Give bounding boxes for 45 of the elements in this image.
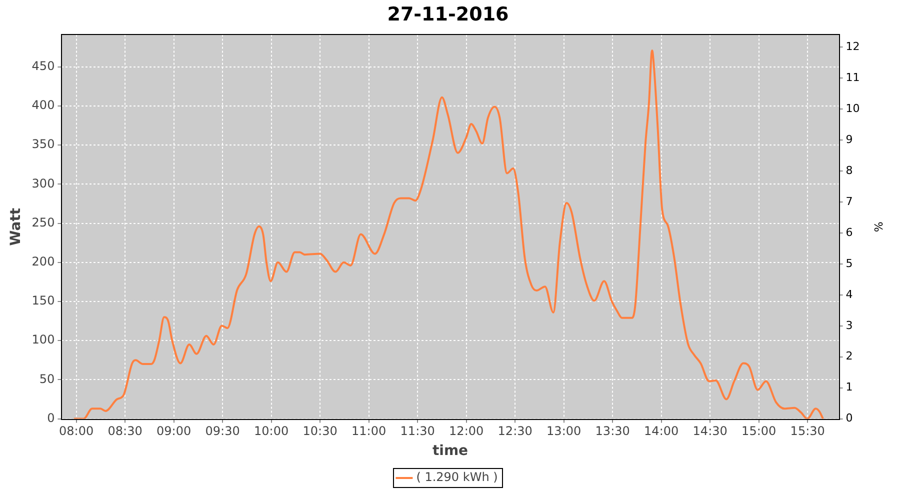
x-tick-label: 13:00	[546, 424, 582, 438]
x-tick-label: 12:30	[498, 424, 532, 438]
y2-tick-label: 2	[846, 350, 853, 363]
y2-tick-label: 11	[846, 71, 860, 84]
x-tick-label: 13:30	[595, 424, 630, 438]
y2-tick-label: 4	[846, 288, 853, 301]
x-tick-label: 09:00	[156, 424, 192, 438]
y2-tick-label: 0	[846, 412, 853, 425]
y-tick-label: 200	[32, 254, 55, 269]
y2-tick-label: 7	[846, 194, 853, 208]
x-tick-label: 08:30	[108, 424, 142, 438]
legend-label: ( 1.290 kWh )	[416, 470, 498, 484]
y-tick-label: 50	[39, 372, 55, 386]
y-tick-label: 450	[32, 58, 55, 73]
x-tick-label: 14:30	[692, 424, 728, 438]
y2-tick-label: 6	[846, 226, 853, 239]
y-tick-label: 400	[32, 98, 55, 112]
x-tick-label: 08:00	[59, 424, 94, 438]
x-tick-label: 15:00	[742, 424, 776, 438]
x-tick-label: 10:00	[254, 424, 289, 438]
x-tick-label: 14:00	[644, 424, 679, 438]
y2-tick-label: 1	[846, 380, 853, 394]
y-tick-label: 250	[32, 215, 55, 230]
x-tick-label: 12:00	[449, 424, 484, 438]
y2-axis-title: %	[872, 222, 885, 232]
y-tick-label: 150	[32, 294, 55, 308]
x-tick-label: 10:30	[302, 424, 338, 438]
y2-tick-label: 12	[846, 40, 860, 54]
y2-tick-label: 10	[846, 102, 860, 115]
line-series	[72, 49, 824, 419]
y-tick-label: 300	[32, 176, 55, 190]
x-axis-title: time	[432, 443, 468, 460]
y-tick-label: 0	[47, 410, 55, 425]
y2-tick-label: 3	[846, 318, 853, 332]
y-tick-label: 100	[32, 332, 55, 347]
y2-tick-label: 9	[846, 132, 853, 146]
chart-title: 27-11-2016	[387, 3, 509, 26]
x-tick-label: 15:30	[790, 424, 825, 438]
y-tick-label: 350	[32, 137, 55, 152]
y-axis-title: Watt	[8, 208, 24, 246]
y2-tick-label: 5	[846, 256, 853, 270]
y2-tick-label: 8	[846, 164, 853, 177]
x-tick-label: 11:30	[400, 424, 435, 438]
x-tick-label: 09:30	[205, 424, 240, 438]
x-tick-label: 11:00	[352, 424, 386, 438]
